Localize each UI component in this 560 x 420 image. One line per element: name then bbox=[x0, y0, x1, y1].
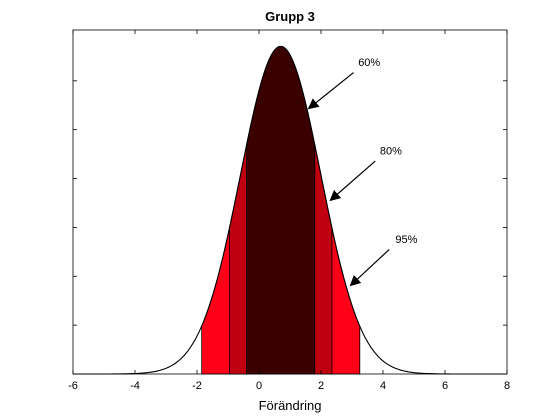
x-tick-label: -2 bbox=[192, 380, 202, 392]
x-tick-label: 0 bbox=[256, 380, 262, 392]
annotation-arrow bbox=[307, 72, 354, 110]
annotation-label: 60% bbox=[358, 57, 380, 69]
x-tick-label: 4 bbox=[380, 380, 386, 392]
x-tick-label: 8 bbox=[504, 380, 510, 392]
annotation-arrow bbox=[329, 160, 376, 202]
annotation-arrow bbox=[349, 249, 390, 287]
x-axis-label: Förändring bbox=[259, 398, 322, 413]
annotation-label: 95% bbox=[395, 234, 417, 246]
x-tick-label: 2 bbox=[318, 380, 324, 392]
x-tick-label: -6 bbox=[68, 380, 78, 392]
x-tick-label: -4 bbox=[130, 380, 140, 392]
annotation-label: 80% bbox=[380, 145, 402, 157]
chart-title: Grupp 3 bbox=[265, 9, 315, 24]
density-curve bbox=[73, 45, 507, 375]
x-tick-label: 6 bbox=[442, 380, 448, 392]
annotations: 60% 80% 95% bbox=[307, 57, 418, 287]
axis-ticks: -6 -4 -2 0 2 4 6 8 bbox=[68, 30, 510, 392]
